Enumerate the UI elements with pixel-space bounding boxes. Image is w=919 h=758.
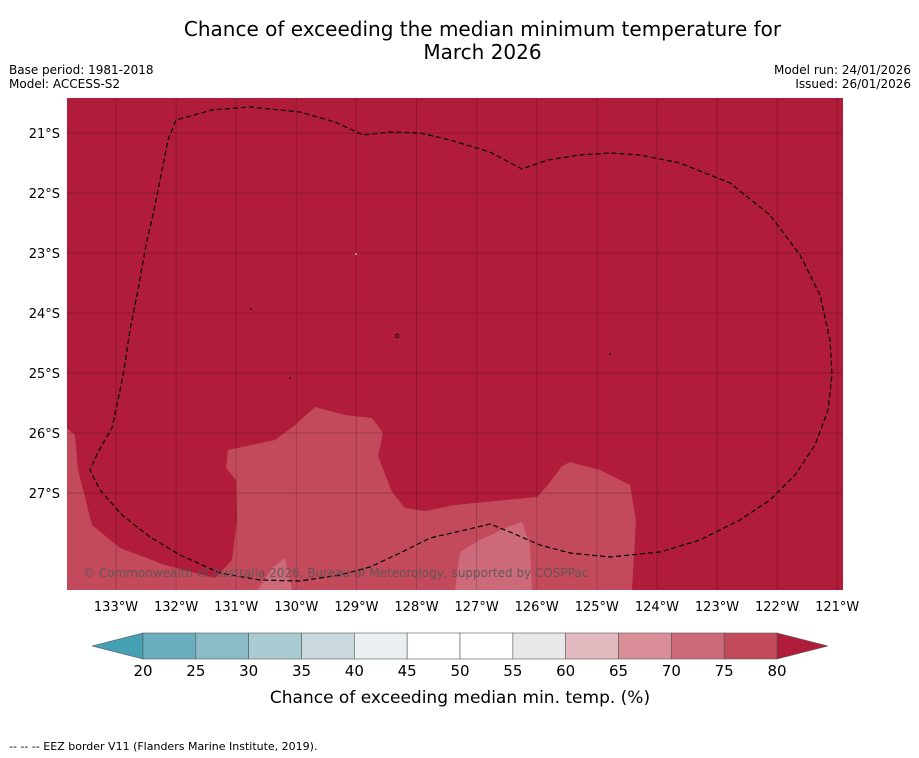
colorbar-tick-label: 40 — [345, 662, 364, 680]
lat-label: 23°S — [29, 247, 60, 262]
colorbar-tick-label: 25 — [186, 662, 205, 680]
island-marker — [250, 308, 252, 310]
eez-border — [89, 106, 833, 582]
colorbar-tick-label: 70 — [662, 662, 681, 680]
lon-label: 132°W — [154, 600, 198, 615]
colorbar-tick-label: 80 — [767, 662, 786, 680]
colorbar-segment — [354, 632, 408, 660]
lon-label: 123°W — [695, 600, 739, 615]
chart-title: Chance of exceeding the median minimum t… — [0, 18, 919, 64]
colorbar-under-arrow — [91, 632, 144, 660]
lon-label: 127°W — [455, 600, 499, 615]
colorbar-segment — [565, 632, 619, 660]
lat-label: 25°S — [29, 367, 60, 382]
colorbar-segment — [406, 632, 461, 660]
colorbar-tick-label: 55 — [503, 662, 522, 680]
map-plot-area: © Commonwealth of Australia 2026, Bureau… — [67, 98, 843, 590]
lon-label: 121°W — [815, 600, 859, 615]
meta-left: Base period: 1981-2018 Model: ACCESS-S2 — [9, 63, 154, 91]
lon-label: 130°W — [274, 600, 318, 615]
colorbar: 20 25 30 35 40 45 50 55 60 65 70 75 80 — [91, 632, 829, 680]
lon-label: 133°W — [94, 600, 138, 615]
colorbar-segment — [248, 632, 302, 660]
model-name: Model: ACCESS-S2 — [9, 77, 121, 91]
lon-label: 131°W — [214, 600, 258, 615]
issued-date: Issued: 26/01/2026 — [795, 77, 911, 91]
lon-label: 128°W — [394, 600, 438, 615]
colorbar-segment — [195, 632, 249, 660]
colorbar-tick-label: 35 — [292, 662, 311, 680]
lat-label: 27°S — [29, 487, 60, 502]
title-line-2: March 2026 — [423, 40, 542, 64]
colorbar-tick-label: 50 — [450, 662, 469, 680]
colorbar-segment — [301, 632, 355, 660]
island-marker — [355, 253, 357, 255]
colorbar-tick-label: 20 — [133, 662, 152, 680]
model-run: Model run: 24/01/2026 — [773, 63, 911, 77]
lat-label: 22°S — [29, 187, 60, 202]
footnote: -- -- -- EEZ border V11 (Flanders Marine… — [9, 740, 318, 753]
title-line-1: Chance of exceeding the median minimum t… — [183, 17, 782, 41]
region-70-75 — [258, 522, 532, 590]
colorbar-label: Chance of exceeding median min. temp. (%… — [270, 688, 650, 708]
copyright-credit: © Commonwealth of Australia 2026, Bureau… — [83, 566, 588, 580]
colorbar-segment — [142, 632, 197, 660]
lon-label: 129°W — [334, 600, 378, 615]
colorbar-tick-label: 45 — [398, 662, 417, 680]
lat-label: 26°S — [29, 427, 60, 442]
colorbar-over-arrow — [776, 632, 829, 660]
colorbar-tick-label: 60 — [556, 662, 575, 680]
colorbar-segment — [459, 632, 514, 660]
longitude-labels: 133°W 132°W 131°W 130°W 129°W 128°W 127°W 126°W… — [94, 600, 860, 615]
lat-label: 21°S — [29, 127, 60, 142]
colorbar-tick-label: 75 — [715, 662, 734, 680]
lat-label: 24°S — [29, 307, 60, 322]
lon-label: 122°W — [755, 600, 799, 615]
map-gridlines — [67, 98, 843, 590]
latitude-labels: 21°S 22°S 23°S 24°S 25°S 26°S 27°S — [29, 127, 60, 502]
island-marker — [289, 377, 291, 379]
colorbar-segment — [512, 632, 566, 660]
lon-label: 125°W — [575, 600, 619, 615]
colorbar-tick-label: 30 — [239, 662, 258, 680]
base-period: Base period: 1981-2018 — [9, 63, 154, 77]
colorbar-segment — [618, 632, 672, 660]
lon-label: 126°W — [515, 600, 559, 615]
island-marker — [609, 353, 611, 355]
meta-right: Model run: 24/01/2026 Issued: 26/01/2026 — [774, 63, 911, 91]
colorbar-segment — [723, 632, 778, 660]
island-marker — [394, 333, 400, 339]
colorbar-segment — [671, 632, 725, 660]
lon-label: 124°W — [635, 600, 679, 615]
colorbar-tick-label: 65 — [609, 662, 628, 680]
